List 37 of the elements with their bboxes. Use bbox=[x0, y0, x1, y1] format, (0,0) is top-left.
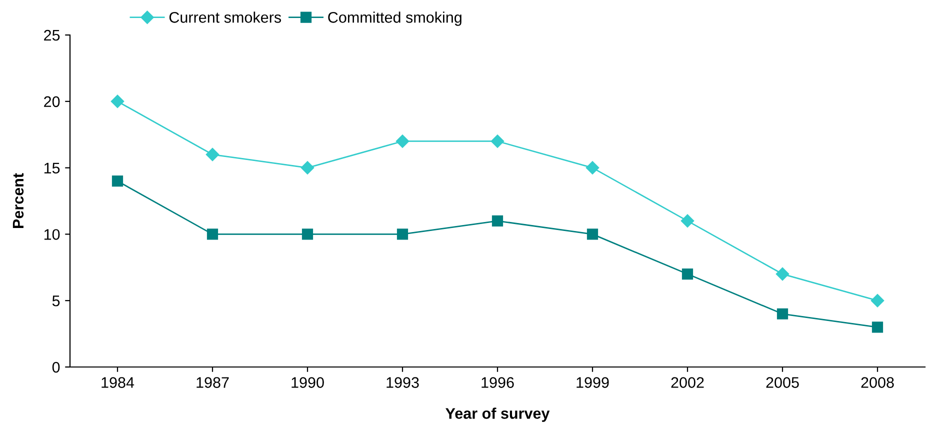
x-axis-title: Year of survey bbox=[446, 408, 550, 422]
point bbox=[396, 228, 408, 240]
y-tick-label: 25 bbox=[44, 30, 60, 41]
x-tick-label: 1999 bbox=[576, 377, 609, 388]
point bbox=[110, 94, 124, 108]
x-tick-label: 1996 bbox=[482, 377, 514, 388]
point bbox=[776, 267, 790, 281]
x-tick-label: 1990 bbox=[292, 377, 324, 388]
point bbox=[396, 134, 410, 148]
point bbox=[112, 176, 124, 187]
y-axis-title: Percent bbox=[12, 173, 24, 228]
point bbox=[586, 161, 600, 174]
point bbox=[300, 161, 314, 174]
point bbox=[872, 322, 884, 333]
point bbox=[302, 228, 314, 240]
legend-label: Committed smoking bbox=[328, 12, 462, 26]
y-tick-label: 0 bbox=[52, 362, 60, 373]
legend-label: Current smokers bbox=[169, 12, 282, 23]
point bbox=[206, 228, 218, 240]
y-tick-label: 10 bbox=[44, 229, 60, 240]
point bbox=[776, 308, 788, 320]
point bbox=[206, 148, 220, 162]
point bbox=[492, 215, 504, 226]
point bbox=[490, 134, 504, 148]
y-tick-label: 5 bbox=[52, 296, 60, 306]
x-tick-label: 2008 bbox=[861, 377, 894, 388]
point bbox=[870, 294, 884, 308]
y-tick-label: 15 bbox=[44, 162, 60, 174]
x-tick-label: 1987 bbox=[196, 377, 229, 388]
point bbox=[682, 268, 694, 280]
y-tick-label: 20 bbox=[44, 96, 60, 108]
point bbox=[680, 214, 694, 228]
x-tick-label: 2002 bbox=[671, 377, 704, 388]
point bbox=[586, 228, 598, 240]
x-tick-label: 1984 bbox=[102, 377, 134, 388]
x-tick-label: 2005 bbox=[766, 377, 799, 388]
x-tick-label: 1993 bbox=[386, 377, 419, 388]
